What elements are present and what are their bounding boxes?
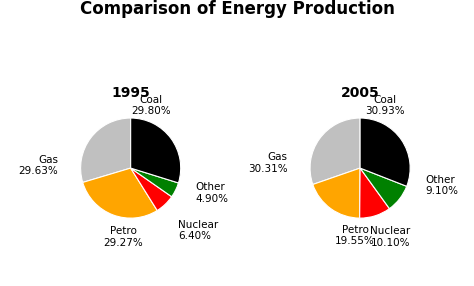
Wedge shape bbox=[360, 118, 410, 186]
Text: Other
4.90%: Other 4.90% bbox=[196, 182, 229, 204]
Text: Other
9.10%: Other 9.10% bbox=[425, 175, 458, 196]
Text: Gas
30.31%: Gas 30.31% bbox=[248, 152, 288, 174]
Wedge shape bbox=[83, 168, 157, 218]
Wedge shape bbox=[131, 168, 172, 210]
Wedge shape bbox=[360, 168, 390, 218]
Text: Comparison of Energy Production: Comparison of Energy Production bbox=[80, 0, 394, 18]
Wedge shape bbox=[131, 118, 181, 183]
Text: Coal
29.80%: Coal 29.80% bbox=[131, 95, 171, 116]
Text: Nuclear
6.40%: Nuclear 6.40% bbox=[178, 220, 219, 241]
Wedge shape bbox=[81, 118, 131, 182]
Text: Petro
29.27%: Petro 29.27% bbox=[103, 226, 143, 248]
Text: Coal
30.93%: Coal 30.93% bbox=[365, 95, 405, 116]
Text: Gas
29.63%: Gas 29.63% bbox=[18, 155, 58, 176]
Wedge shape bbox=[313, 168, 360, 218]
Wedge shape bbox=[131, 168, 178, 197]
Text: Petro
19.55%: Petro 19.55% bbox=[335, 225, 375, 247]
Wedge shape bbox=[310, 118, 360, 184]
Title: 1995: 1995 bbox=[111, 86, 150, 100]
Title: 2005: 2005 bbox=[341, 86, 380, 100]
Text: Nuclear
10.10%: Nuclear 10.10% bbox=[370, 226, 410, 248]
Wedge shape bbox=[360, 168, 407, 208]
